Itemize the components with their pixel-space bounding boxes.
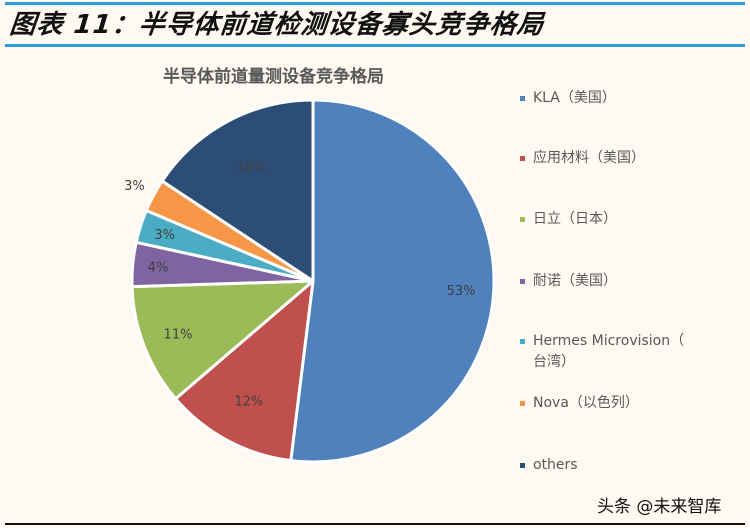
legend-label: Nova（以色列） [533, 395, 639, 411]
slice-data-label: 3% [154, 228, 175, 243]
legend-swatch [520, 401, 525, 406]
legend-label: 耐诺（美国） [533, 273, 617, 289]
legend-label: 应用材料（美国） [533, 150, 645, 166]
pie-slice [160, 98, 315, 283]
legend-item-nova: Nova（以色列） [520, 393, 639, 414]
chart-title: 半导体前道量测设备竞争格局 [163, 67, 384, 87]
legend-label-line2: 台湾） [533, 354, 575, 370]
legend-label: Hermes Microvision（ 台湾） [533, 331, 684, 373]
pie-slice [289, 98, 496, 464]
legend-swatch [520, 217, 525, 222]
slice-data-label: 3% [124, 179, 145, 194]
legend-label: 日立（日本） [533, 211, 617, 227]
legend-swatch [520, 156, 525, 161]
pie-slice [130, 279, 315, 401]
header-top-rule [5, 2, 745, 5]
legend-label-line1: Hermes Microvision（ [533, 333, 685, 349]
legend-swatch [520, 463, 525, 468]
slice-data-label: 4% [148, 261, 169, 276]
slice-data-label: 12% [234, 395, 263, 410]
header-bottom-rule [5, 44, 745, 47]
legend-label: others [533, 457, 578, 473]
legend-item-nanometrics: 耐诺（美国） [520, 271, 617, 292]
legend-swatch [520, 339, 525, 344]
legend-item-others: others [520, 455, 578, 476]
legend-swatch [520, 279, 525, 284]
slice-data-label: 53% [447, 284, 476, 299]
slice-data-label: 11% [164, 327, 193, 342]
pie-slice [174, 279, 315, 463]
legend-item-applied-materials: 应用材料（美国） [520, 148, 645, 169]
slice-data-label: 16% [237, 160, 266, 175]
legend-item-hermes: Hermes Microvision（ 台湾） [520, 331, 684, 373]
legend-label: KLA（美国） [533, 90, 616, 106]
watermark: 头条 @未来智库 [597, 497, 722, 517]
legend-swatch [520, 96, 525, 101]
legend-item-hitachi: 日立（日本） [520, 209, 617, 230]
footer-rule [5, 523, 745, 525]
legend-item-kla: KLA（美国） [520, 88, 616, 109]
